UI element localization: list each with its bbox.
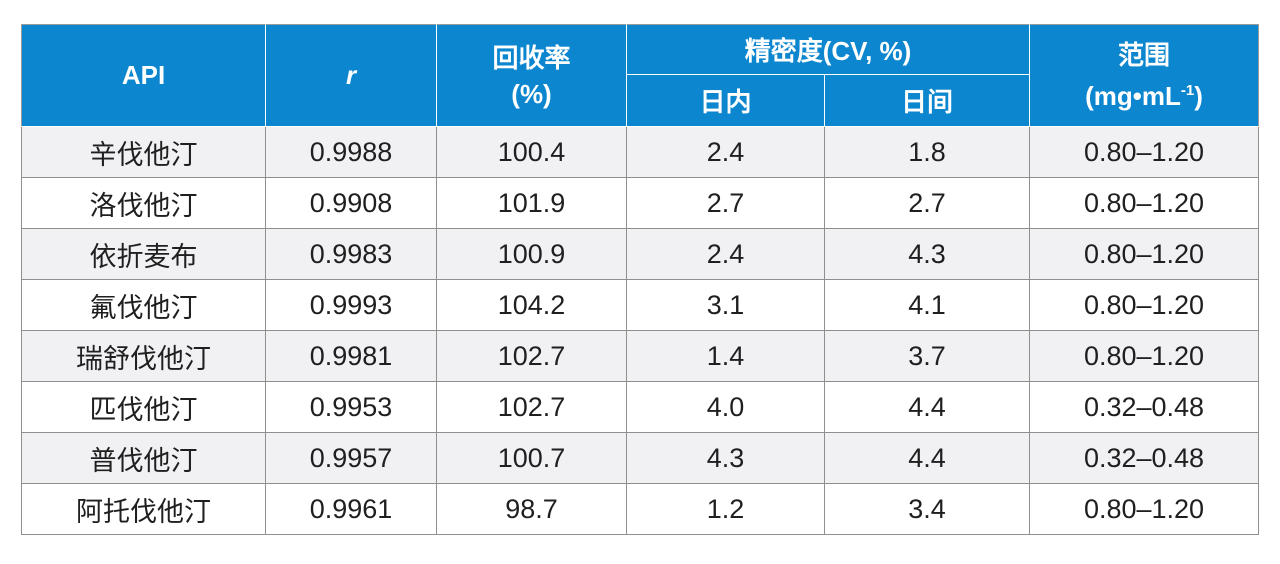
cell-interday: 1.8 [824,126,1030,178]
cell-interday: 3.4 [824,483,1030,535]
header-range-line2: (mg•mL-1) [1030,73,1258,114]
cell-r: 0.9957 [265,432,437,484]
cell-range: 0.80–1.20 [1029,279,1259,331]
table-row: 依折麦布 0.9983 100.9 2.4 4.3 0.80–1.20 [21,228,1259,280]
cell-intraday: 3.1 [626,279,825,331]
table-row: 瑞舒伐他汀 0.9981 102.7 1.4 3.7 0.80–1.20 [21,330,1259,382]
header-intraday: 日内 [626,74,825,127]
cell-recovery: 102.7 [436,330,627,382]
header-api: API [21,24,266,127]
cell-r: 0.9908 [265,177,437,229]
header-r-label: r [345,60,357,90]
cell-api: 氟伐他汀 [21,279,266,331]
table-body: 辛伐他汀 0.9988 100.4 2.4 1.8 0.80–1.20 洛伐他汀 0.9908… [21,126,1259,535]
cell-interday: 4.1 [824,279,1030,331]
cell-api: 阿托伐他汀 [21,483,266,535]
cell-api: 依折麦布 [21,228,266,280]
cell-r: 0.9988 [265,126,437,178]
cell-range: 0.80–1.20 [1029,330,1259,382]
header-row-1: API r 回收率 (%) 精密度(CV, %) 范围 (mg•mL-1) [21,24,1259,127]
header-recovery-line2: (%) [511,78,552,109]
cell-intraday: 2.7 [626,177,825,229]
header-row-2: 日内 日间 [22,74,1259,127]
table-row: 氟伐他汀 0.9993 104.2 3.1 4.1 0.80–1.20 [21,279,1259,331]
cell-intraday: 4.0 [626,381,825,433]
results-table: API r 回收率 (%) 精密度(CV, %) 范围 (mg•mL-1) [21,24,1259,535]
cell-intraday: 4.3 [626,432,825,484]
table-row: 匹伐他汀 0.9953 102.7 4.0 4.4 0.32–0.48 [21,381,1259,433]
header-intraday-label: 日内 [699,87,752,117]
cell-intraday: 2.4 [626,126,825,178]
header-precision-label: 精密度(CV, %) [744,36,912,66]
header-recovery-line1: 回收率 [492,42,571,73]
cell-range: 0.32–0.48 [1029,381,1259,433]
cell-interday: 4.3 [824,228,1030,280]
results-table-container: API r 回收率 (%) 精密度(CV, %) 范围 (mg•mL-1) [21,24,1259,535]
header-range-unit: (mg•mL [1085,81,1181,111]
cell-intraday: 2.4 [626,228,825,280]
header-range-superscript: -1 [1180,82,1195,99]
cell-recovery: 100.4 [436,126,627,178]
cell-range: 0.32–0.48 [1029,432,1259,484]
cell-interday: 4.4 [824,432,1030,484]
header-precision: 精密度(CV, %) [626,24,1030,75]
cell-range: 0.80–1.20 [1029,228,1259,280]
cell-intraday: 1.2 [626,483,825,535]
cell-intraday: 1.4 [626,330,825,382]
table-row: 阿托伐他汀 0.9961 98.7 1.2 3.4 0.80–1.20 [21,483,1259,535]
table-row: 普伐他汀 0.9957 100.7 4.3 4.4 0.32–0.48 [21,432,1259,484]
header-interday-label: 日间 [900,87,953,117]
cell-api: 洛伐他汀 [21,177,266,229]
cell-api: 辛伐他汀 [21,126,266,178]
table-row: 洛伐他汀 0.9908 101.9 2.7 2.7 0.80–1.20 [21,177,1259,229]
cell-range: 0.80–1.20 [1029,126,1259,178]
cell-r: 0.9983 [265,228,437,280]
table-row: 辛伐他汀 0.9988 100.4 2.4 1.8 0.80–1.20 [21,126,1259,178]
header-r: r [265,24,437,127]
cell-api: 匹伐他汀 [21,381,266,433]
header-range-line1: 范围 [1117,40,1170,70]
cell-r: 0.9993 [265,279,437,331]
cell-range: 0.80–1.20 [1029,177,1259,229]
cell-api: 普伐他汀 [21,432,266,484]
cell-api: 瑞舒伐他汀 [21,330,266,382]
cell-interday: 2.7 [824,177,1030,229]
header-interday: 日间 [824,74,1030,127]
cell-recovery: 101.9 [436,177,627,229]
cell-recovery: 100.9 [436,228,627,280]
cell-range: 0.80–1.20 [1029,483,1259,535]
cell-r: 0.9981 [265,330,437,382]
header-range-close-paren: ) [1194,81,1203,111]
header-api-label: API [121,60,166,90]
header-range: 范围 (mg•mL-1) [1029,24,1259,127]
cell-recovery: 102.7 [436,381,627,433]
cell-recovery: 104.2 [436,279,627,331]
cell-interday: 3.7 [824,330,1030,382]
cell-r: 0.9953 [265,381,437,433]
cell-recovery: 100.7 [436,432,627,484]
table-header: API r 回收率 (%) 精密度(CV, %) 范围 (mg•mL-1) [21,24,1259,127]
cell-recovery: 98.7 [436,483,627,535]
cell-interday: 4.4 [824,381,1030,433]
cell-r: 0.9961 [265,483,437,535]
header-recovery: 回收率 (%) [436,24,627,127]
